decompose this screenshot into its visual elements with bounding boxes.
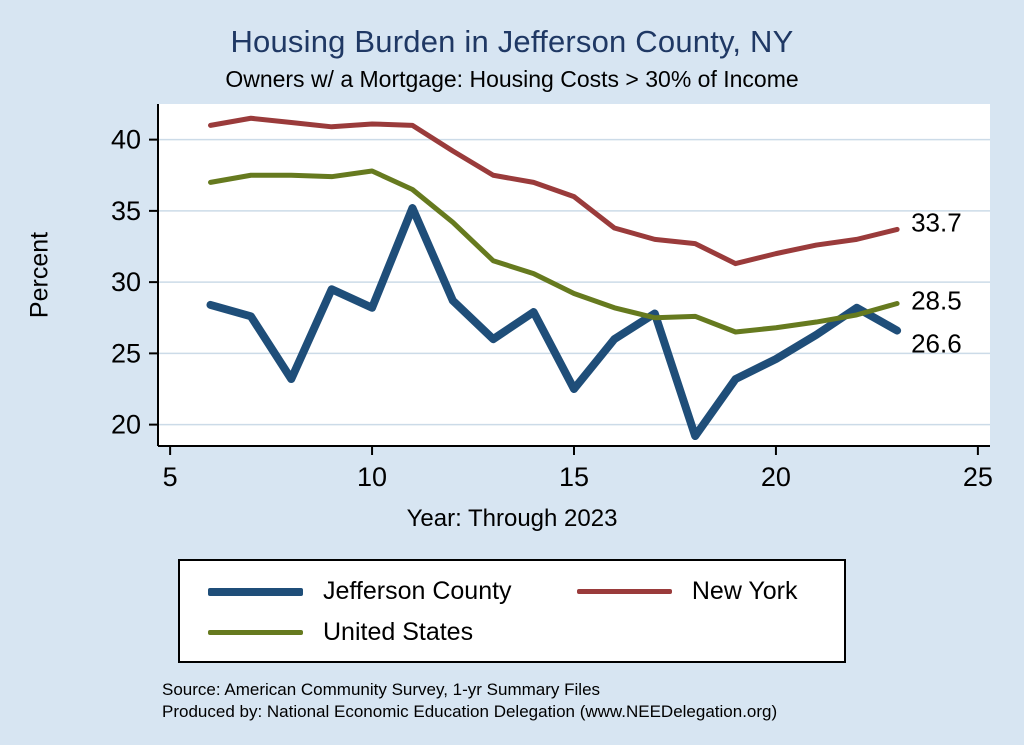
series-line-jefferson-county [206, 204, 902, 441]
source-line-1: Source: American Community Survey, 1-yr … [162, 680, 601, 699]
x-tick-label: 25 [963, 462, 993, 489]
source-line-2: Produced by: National Economic Education… [162, 702, 778, 722]
series-line-new-york [208, 115, 900, 267]
y-axis-label: Percent [25, 231, 54, 319]
legend-item-united-states: United States [194, 618, 563, 647]
chart-title: Housing Burden in Jefferson County, NY [230, 24, 794, 59]
chart-legend: Jefferson County New York United States [178, 559, 846, 663]
plot-background [158, 104, 990, 446]
legend-label: New York [691, 577, 798, 605]
legend-item-new-york: New York [563, 577, 830, 606]
legend-item-jefferson-county: Jefferson County [194, 577, 563, 606]
y-tick-label: 40 [111, 125, 141, 155]
series-line-united-states [208, 168, 900, 335]
end-value-label-united-states: 28.5 [911, 286, 962, 316]
y-tick-label: 30 [111, 267, 141, 297]
chart-subtitle: Owners w/ a Mortgage: Housing Costs > 30… [225, 66, 799, 92]
jefferson-county-line-swatch [208, 587, 303, 596]
legend-label: Jefferson County [323, 577, 512, 605]
legend-label: United States [323, 618, 474, 646]
end-value-label-jefferson-county: 26.6 [911, 329, 962, 359]
line-chart: 20 25 30 35 40 5 10 15 20 25 26.6 33.7 28.5 [111, 104, 993, 492]
source-note: Source: American Community Survey, 1-yr … [162, 679, 1024, 723]
chart-area: Percent 20 25 30 35 40 5 10 15 20 25 26.6 33.7 28.5 [0, 99, 1024, 492]
x-tick-label: 20 [761, 462, 791, 489]
new-york-line-swatch [576, 589, 672, 594]
x-tick-label: 15 [559, 462, 589, 489]
x-tick-label: 10 [357, 462, 387, 489]
y-tick-label: 35 [111, 196, 141, 226]
x-tick-label: 5 [163, 462, 178, 489]
end-value-label-new-york: 33.7 [911, 207, 962, 237]
x-axis-label: Year: Through 2023 [406, 505, 618, 532]
y-tick-label: 25 [111, 338, 141, 368]
y-tick-label: 20 [111, 410, 141, 440]
united-states-line-swatch [208, 630, 303, 635]
